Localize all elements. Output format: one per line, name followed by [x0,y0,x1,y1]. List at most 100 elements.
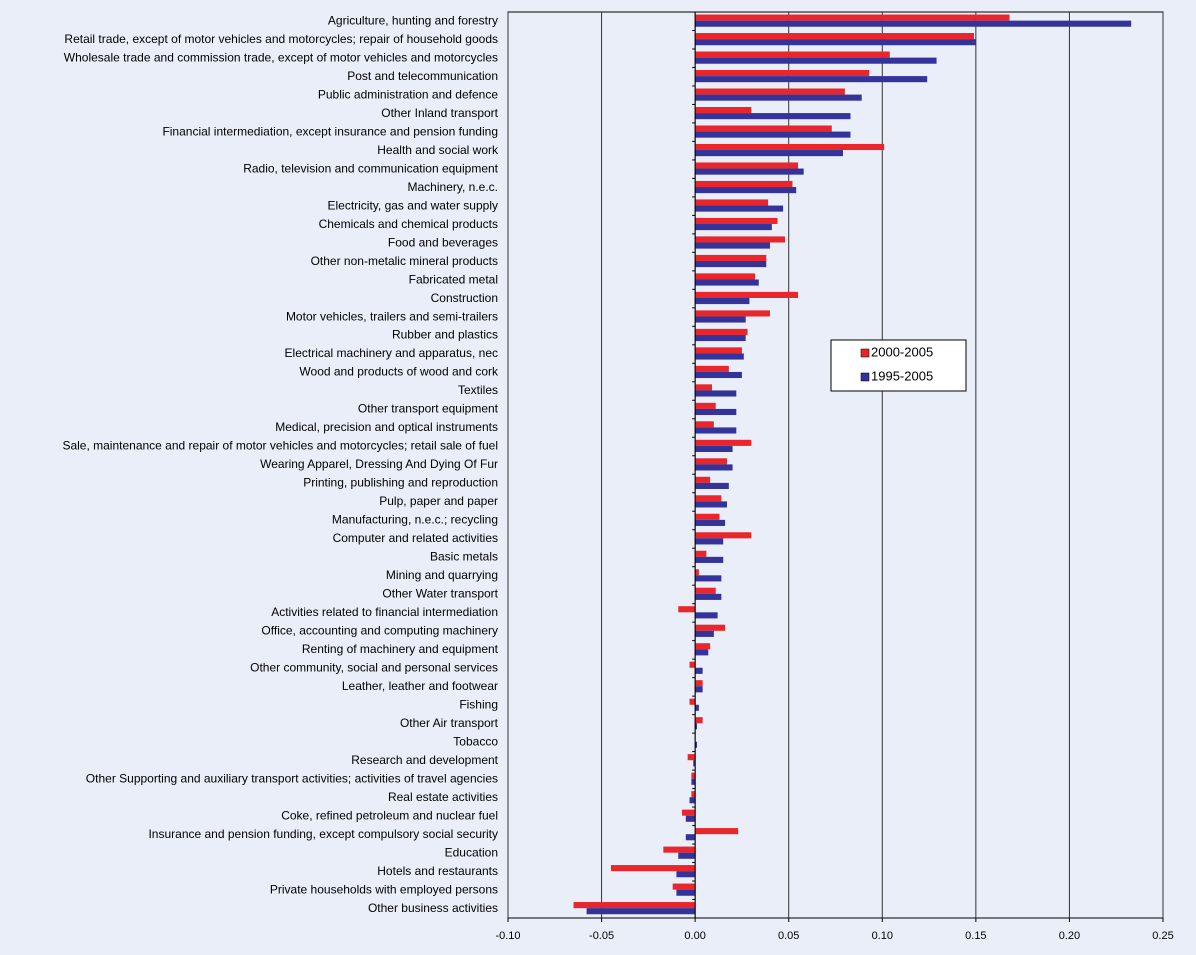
bar [689,698,696,705]
y-tick-label: Wearing Apparel, Dressing And Dying Of F… [260,457,498,471]
x-tick-label: 0.05 [778,930,799,942]
y-tick-label: Other transport equipment [358,402,499,416]
bar [685,834,696,841]
y-tick-label: Rubber and plastics [392,328,498,342]
bar [695,365,729,372]
bar [695,205,784,212]
bar [695,612,718,619]
bar [695,242,770,249]
bar [676,889,696,896]
bar [695,624,726,631]
y-tick-label: Research and development [351,753,498,767]
y-tick-label: Agriculture, hunting and forestry [328,13,498,27]
bar [695,57,937,64]
y-tick-label: Printing, publishing and reproduction [303,476,498,490]
y-tick-label: Health and social work [377,143,499,157]
y-tick-label: Construction [431,291,498,305]
bar [682,809,696,816]
y-tick-label: Manufacturing, n.e.c.; recycling [332,513,498,527]
bar [695,76,928,83]
bar [695,273,756,280]
bar [695,439,752,446]
bar [695,150,843,157]
bar [691,772,696,779]
bar [685,815,696,822]
bar [695,643,711,650]
bar [689,797,696,804]
bar [573,902,696,909]
bar [689,661,696,668]
y-tick-label: Financial intermediation, except insuran… [162,124,498,138]
x-tick-label: 0.15 [965,930,986,942]
bar [695,168,804,175]
bar [695,458,727,465]
bar [695,686,703,693]
bar [678,606,696,613]
y-tick-label: Tobacco [453,735,498,749]
y-tick-label: Basic metals [430,550,498,564]
bar [695,587,716,594]
bar [695,33,974,40]
bar [695,113,851,120]
x-tick-label: -0.10 [495,930,520,942]
bar [695,828,739,835]
bar [610,865,696,872]
bar [695,741,698,748]
bar [678,852,696,859]
y-tick-label: Fishing [459,698,498,712]
bar [695,569,699,576]
bar [672,883,696,890]
bar [695,187,797,194]
bar [695,162,799,169]
y-tick-label: Sale, maintenance and repair of motor ve… [62,439,498,453]
legend-label: 1995-2005 [871,368,933,383]
bar [695,532,752,539]
bar [695,550,707,557]
bar [695,143,885,151]
legend-box [830,339,967,392]
bar [695,680,703,687]
y-tick-label: Insurance and pension funding, except co… [148,827,498,841]
y-tick-label: Other community, social and personal ser… [250,661,498,675]
y-tick-label: Textiles [458,383,498,397]
bar [695,106,752,114]
bar [691,778,696,785]
y-tick-label: Public administration and defence [318,87,498,101]
y-tick-label: Other Supporting and auxiliary transport… [86,771,498,785]
bar [695,347,742,354]
bar [695,316,746,323]
bar [695,20,1132,27]
bar [695,538,724,545]
y-tick-label: Office, accounting and computing machine… [261,624,498,638]
bar [695,723,698,730]
bar [676,871,696,878]
bar [693,760,696,767]
y-tick-label: Mining and quarrying [386,568,498,582]
y-tick-label: Wood and products of wood and cork [299,365,499,379]
bar [695,353,744,360]
y-tick-label: Retail trade, except of motor vehicles a… [64,32,498,46]
bar [695,279,759,286]
y-tick-label: Post and telecommunication [347,69,498,83]
bar [695,427,737,434]
y-tick-label: Other Water transport [382,587,498,601]
bar [695,88,845,95]
bar [695,384,712,391]
bar [695,445,733,453]
y-tick-label: Other Inland transport [381,106,498,120]
bar [695,630,714,637]
y-tick-label: Education [445,845,498,859]
bar [695,328,748,335]
y-tick-label: Pulp, paper and paper [379,494,498,508]
bar [695,390,737,397]
bar [695,297,750,305]
bar [695,310,770,317]
bar [695,667,703,674]
bar [695,704,699,711]
y-tick-label: Motor vehicles, trailers and semi-traile… [286,309,498,323]
y-tick-label: Other Air transport [400,716,499,730]
bar [695,236,785,243]
bar [695,125,832,132]
y-tick-label: Hotels and restaurants [377,864,498,878]
bar [695,334,746,342]
